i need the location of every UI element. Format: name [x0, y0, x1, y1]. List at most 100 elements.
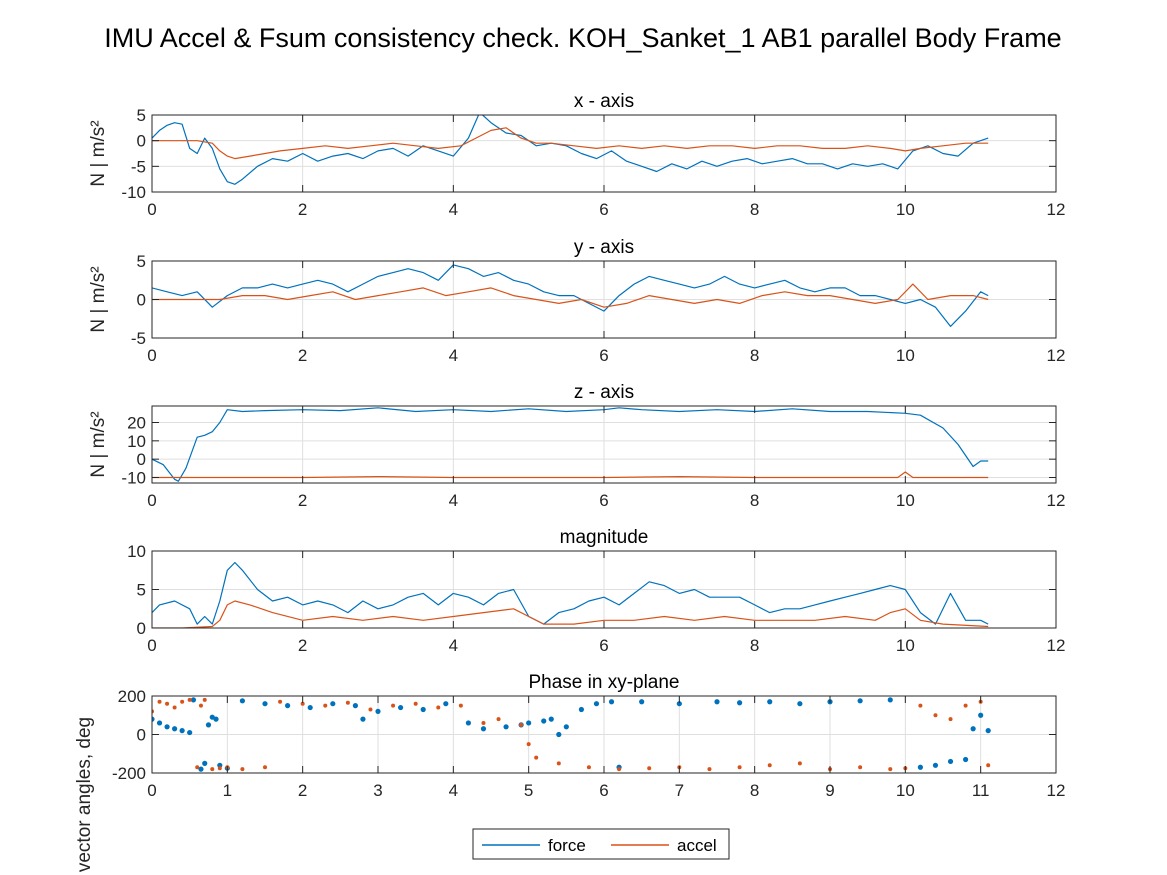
x-tick-label: 10 — [896, 781, 915, 800]
point-accel — [458, 703, 463, 708]
point-force — [608, 699, 615, 705]
legend-label-accel: accel — [677, 836, 717, 855]
data-layer — [152, 264, 989, 327]
figure-title: IMU Accel & Fsum consistency check. KOH_… — [104, 23, 1061, 53]
point-accel — [180, 699, 185, 704]
x-tick-label: 4 — [449, 781, 458, 800]
subplot-title: y - axis — [574, 237, 634, 258]
point-force — [352, 703, 358, 709]
point-accel — [195, 765, 200, 770]
point-accel — [933, 713, 938, 718]
point-force — [465, 720, 471, 726]
point-accel — [496, 717, 501, 722]
point-force — [548, 716, 554, 722]
point-force — [239, 698, 245, 704]
legend[interactable]: force accel — [472, 828, 730, 860]
subplot-4: 0 2 4 6 8 10 12 0 5 10 magnitude — [127, 527, 1065, 655]
point-accel — [300, 701, 305, 706]
y-tick-label: 200 — [118, 687, 146, 706]
point-accel — [888, 767, 893, 772]
x-tick-label: 2 — [298, 200, 307, 219]
x-tick-label: 0 — [147, 346, 156, 365]
series-line-force — [152, 407, 989, 482]
point-force — [767, 699, 773, 705]
point-accel — [172, 705, 177, 710]
point-accel — [240, 767, 245, 772]
x-tick-label: 12 — [1047, 636, 1066, 655]
point-force — [593, 701, 600, 707]
point-accel — [263, 765, 267, 770]
y-tick-label: 0 — [137, 619, 146, 638]
point-accel — [556, 761, 561, 766]
point-accel — [986, 763, 991, 768]
point-accel — [278, 699, 283, 704]
data-layer — [152, 407, 989, 482]
point-force — [307, 704, 313, 711]
subplot-title: x - axis — [574, 91, 634, 112]
point-force — [556, 731, 562, 738]
y-tick-label: 5 — [137, 106, 146, 125]
x-tick-label: 4 — [449, 346, 458, 365]
point-force — [202, 760, 208, 766]
y-tick-label: 10 — [127, 542, 146, 561]
point-accel — [198, 703, 203, 708]
series-line-force — [152, 115, 989, 185]
series-line-accel — [152, 471, 989, 479]
point-accel — [948, 717, 953, 722]
x-tick-label: 10 — [896, 636, 915, 655]
point-accel — [165, 701, 170, 706]
legend-box — [472, 828, 730, 860]
x-tick-label: 4 — [449, 636, 458, 655]
point-force — [198, 766, 204, 772]
point-force — [970, 726, 976, 732]
y-tick-label: -10 — [121, 183, 146, 202]
subplot-title: z - axis — [574, 382, 634, 403]
x-tick-label: 6 — [599, 636, 608, 655]
x-tick-label: 12 — [1047, 346, 1066, 365]
point-accel — [157, 699, 162, 704]
y-axis-label: N | m/s² — [88, 411, 109, 477]
point-accel — [187, 697, 192, 702]
x-tick-label: 4 — [449, 200, 458, 219]
x-tick-label: 8 — [750, 346, 759, 365]
series-line-accel — [152, 600, 989, 628]
point-force — [887, 697, 893, 703]
point-accel — [210, 767, 215, 772]
point-force — [217, 762, 223, 768]
point-force — [917, 764, 924, 770]
x-tick-label: 2 — [298, 781, 307, 800]
point-force — [213, 716, 219, 722]
x-tick-label: 6 — [599, 491, 608, 510]
point-force — [526, 720, 532, 726]
x-tick-label: 6 — [599, 346, 608, 365]
point-force — [375, 708, 381, 715]
point-force — [330, 701, 336, 707]
point-force — [179, 728, 185, 734]
point-force — [172, 726, 178, 732]
y-tick-label: 5 — [137, 252, 146, 271]
series-line-force — [152, 264, 989, 327]
point-accel — [586, 765, 591, 770]
series-force — [152, 697, 991, 772]
point-force — [262, 701, 268, 707]
x-tick-label: 0 — [147, 781, 156, 800]
x-tick-label: 2 — [298, 636, 307, 655]
point-accel — [217, 766, 222, 771]
point-force — [578, 706, 585, 713]
point-accel — [526, 742, 531, 747]
x-tick-label: 10 — [896, 200, 915, 219]
y-axis-label: N | m/s² — [88, 120, 109, 186]
x-tick-label: 8 — [750, 200, 759, 219]
y-tick-label: -5 — [131, 157, 146, 176]
point-force — [443, 701, 449, 707]
point-force — [480, 726, 487, 732]
x-tick-label: 8 — [750, 636, 759, 655]
y-tick-label: 20 — [127, 414, 146, 433]
x-tick-label: 2 — [298, 491, 307, 510]
point-accel — [323, 703, 328, 708]
point-force — [398, 704, 404, 711]
point-force — [503, 724, 509, 730]
point-accel — [858, 765, 863, 770]
